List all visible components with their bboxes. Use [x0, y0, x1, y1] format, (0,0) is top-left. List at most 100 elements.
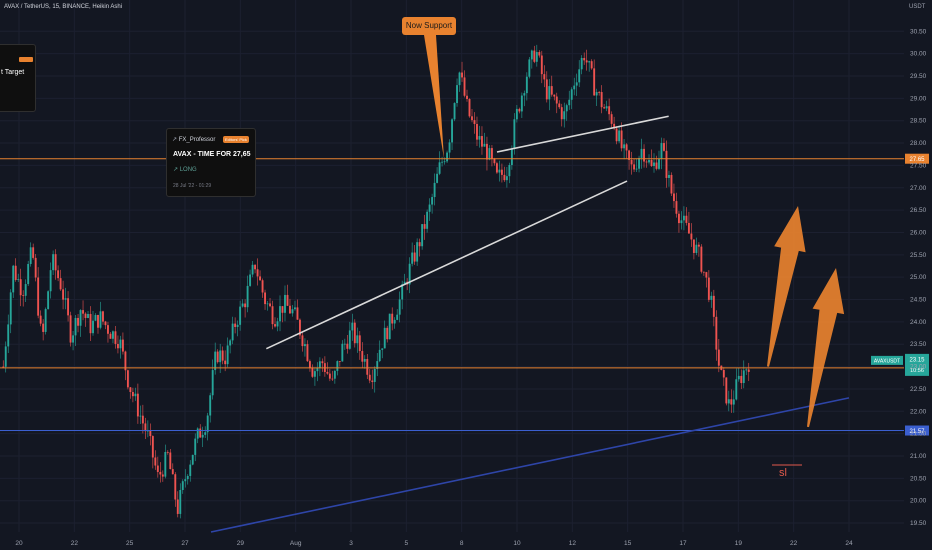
candle-body — [244, 303, 247, 308]
candle-body — [568, 99, 571, 106]
candle-body — [498, 169, 501, 173]
idea-date: 28 Jul '22 - 01:29 — [173, 183, 212, 189]
candle-body — [321, 361, 324, 364]
y-tick-label: 25.00 — [910, 274, 927, 281]
candle-body — [438, 162, 441, 174]
candle-body — [104, 321, 107, 326]
candle-body — [495, 163, 498, 173]
candle-body — [727, 399, 730, 404]
author-name[interactable]: FX_Professor — [178, 137, 216, 143]
candle-body — [508, 164, 511, 177]
candle-body — [54, 254, 57, 271]
candle-body — [24, 284, 27, 296]
candle-body — [271, 306, 274, 325]
candle-body — [648, 160, 650, 163]
candle-body — [717, 349, 720, 366]
candle-body — [458, 72, 461, 86]
candle-body — [473, 120, 476, 124]
idea-title[interactable]: AVAX - TIME FOR 27,65 — [173, 151, 251, 158]
candle-body — [687, 222, 690, 234]
y-tick-label: 20.00 — [910, 498, 927, 505]
candle-body — [677, 213, 680, 224]
candle-body — [615, 128, 618, 142]
candle-body — [341, 343, 344, 362]
candle-body — [403, 281, 406, 285]
candle-body — [299, 319, 301, 336]
candle-body — [388, 313, 391, 340]
candle-body — [668, 174, 670, 178]
candle-body — [306, 344, 309, 362]
x-tick-label: 22 — [790, 540, 798, 547]
candle-body — [558, 103, 561, 108]
candle-body — [595, 92, 598, 96]
y-tick-label: 30.00 — [910, 51, 927, 58]
y-tick-label: 20.50 — [910, 475, 927, 482]
y-tick-label: 26.50 — [910, 207, 927, 214]
candle-body — [328, 373, 331, 379]
candle-body — [346, 343, 349, 349]
candle-body — [294, 307, 296, 310]
candle-body — [216, 351, 219, 363]
candle-body — [146, 430, 149, 432]
candle-body — [391, 313, 394, 324]
candle-body — [134, 393, 137, 397]
candle-body — [206, 415, 209, 433]
candle-body — [219, 350, 222, 363]
candle-body — [129, 387, 132, 393]
y-tick-label: 23.50 — [910, 341, 927, 348]
candle-body — [22, 295, 25, 297]
candle-body — [740, 375, 743, 384]
candle-body — [618, 130, 621, 142]
candle-body — [692, 239, 695, 253]
candle-body — [27, 263, 30, 285]
candle-body — [600, 92, 603, 108]
candle-body — [72, 335, 75, 343]
candle-body — [548, 86, 551, 100]
candle-body — [256, 269, 259, 277]
candle-body — [124, 351, 127, 371]
candle-body — [735, 379, 738, 400]
trade-idea-card[interactable]: ↗ FX_Professor Editors' Pick AVAX - TIME… — [166, 128, 256, 197]
candle-body — [528, 59, 531, 77]
y-tick-label: 21.00 — [910, 453, 927, 460]
x-tick-label: 19 — [735, 540, 743, 547]
candle-body — [107, 325, 109, 334]
candle-body — [413, 252, 416, 262]
candle-body — [296, 307, 299, 320]
trend-up-icon: ↗ — [173, 167, 179, 173]
candle-body — [174, 474, 177, 500]
candle-body — [176, 499, 179, 514]
candle-body — [184, 479, 187, 482]
target-card[interactable]: t Target — [0, 44, 36, 112]
candle-body — [254, 264, 257, 270]
candle-body — [49, 270, 52, 292]
candle-body — [366, 358, 369, 375]
candle-body — [518, 108, 521, 112]
candle-body — [608, 106, 611, 115]
candle-body — [742, 370, 745, 384]
candle-body — [196, 428, 199, 439]
candle-body — [313, 371, 316, 377]
candle-body — [486, 143, 488, 160]
candle-body — [356, 335, 359, 344]
candle-body — [710, 295, 713, 300]
candle-body — [338, 361, 341, 362]
candle-body — [279, 306, 281, 322]
candle-body — [448, 142, 451, 153]
candle-body — [336, 361, 339, 371]
candle-body — [553, 94, 556, 97]
candle-body — [513, 119, 516, 149]
candle-body — [102, 311, 104, 322]
candle-body — [461, 72, 463, 78]
stop-loss-label: sl — [779, 467, 787, 479]
candle-body — [316, 367, 319, 372]
candle-body — [166, 451, 169, 453]
candle-body — [585, 60, 588, 63]
candle-body — [408, 263, 411, 285]
candle-body — [638, 157, 640, 169]
candle-body — [635, 168, 638, 170]
candle-body — [471, 116, 473, 121]
candle-body — [261, 280, 264, 293]
candle-body — [289, 305, 291, 314]
